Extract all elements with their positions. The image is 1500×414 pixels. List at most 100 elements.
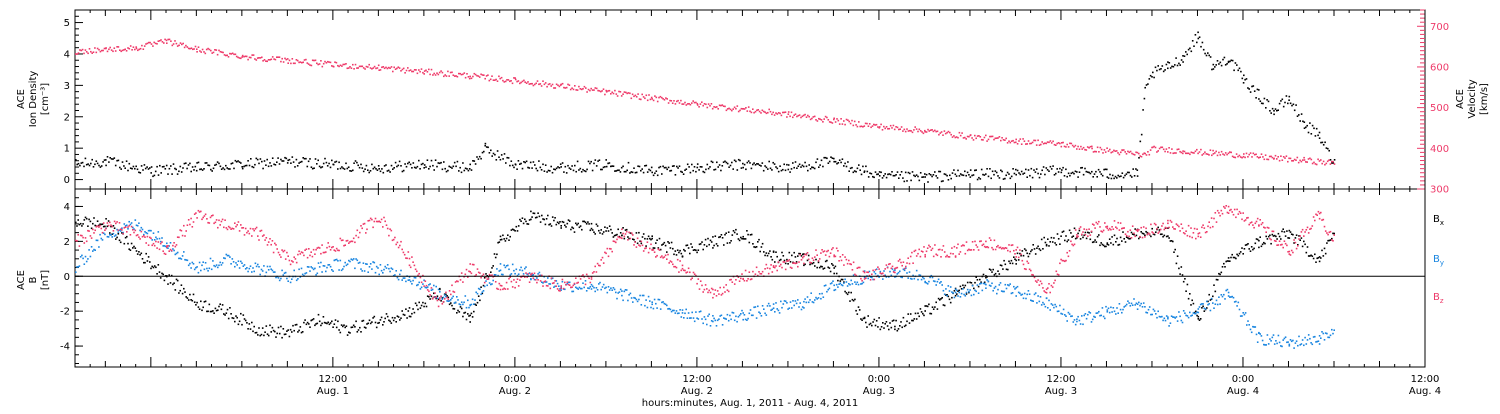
density-point [838,162,840,164]
density-point [494,154,496,156]
bz-point [221,221,223,223]
density-point [1102,175,1104,177]
density-point [1283,106,1285,108]
bz-point [577,282,579,284]
density-point [1273,114,1275,116]
density-point [533,161,535,163]
density-point [421,164,423,166]
velocity-point [926,131,928,133]
density-point [211,170,213,172]
bz-point [118,229,120,231]
velocity-point [1229,151,1231,153]
density-point [214,164,216,166]
by-point [727,314,729,316]
bz-point [167,245,169,247]
bz-point [471,273,473,275]
bz-point [91,237,93,239]
density-point [220,166,222,168]
by-point [374,262,376,264]
velocity-point [1201,154,1203,156]
velocity-point [821,119,823,121]
density-point [411,167,413,169]
by-point [929,277,931,279]
bx-point [676,254,678,256]
bx-point [75,222,77,224]
bz-point [216,219,218,221]
density-point [322,166,324,168]
by-point [638,299,640,301]
velocity-point [708,103,710,105]
by-point [537,273,539,275]
bx-point [655,242,657,244]
density-point [644,165,646,167]
velocity-point [342,64,344,66]
velocity-point [512,83,514,85]
by-point [1154,310,1156,312]
velocity-point [506,79,508,81]
by-point [75,271,77,273]
by-point [1107,309,1109,311]
density-point [75,159,77,161]
density-point [559,167,561,169]
by-point [909,271,911,273]
density-point [1094,173,1096,175]
by-point [198,272,200,274]
velocity-point [1292,160,1294,162]
bx-point [691,246,693,248]
by-point [1218,296,1220,298]
density-point [1200,46,1202,48]
density-point [1124,175,1126,177]
bx-point [1292,234,1294,236]
velocity-point [1109,149,1111,151]
by-point [1273,334,1275,336]
bx-point [382,324,384,326]
bx-point [540,221,542,223]
velocity-point [162,41,164,43]
velocity-point [1172,153,1174,155]
velocity-point [545,82,547,84]
by-point [286,278,288,280]
velocity-point [1104,149,1106,151]
bz-point [239,230,241,232]
density-point [506,157,508,159]
by-point [183,251,185,253]
density-point [788,164,790,166]
bz-point [545,280,547,282]
velocity-point [355,64,357,66]
bx-point [842,279,844,281]
density-point [992,171,994,173]
by-point [847,285,849,287]
velocity-point [1218,152,1220,154]
bx-point [249,323,251,325]
by-point [378,274,380,276]
velocity-point [1149,154,1151,156]
bx-point [1312,255,1314,257]
by-point [778,310,780,312]
velocity-point [1024,140,1026,142]
by-point [404,277,406,279]
by-point [898,272,900,274]
by-point [1045,306,1047,308]
density-point [789,171,791,173]
density-point [1327,148,1329,150]
bx-point [1229,260,1231,262]
density-point [767,168,769,170]
density-point [1112,175,1114,177]
bx-point [256,332,258,334]
bx-point [1282,228,1284,230]
by-point [1221,294,1223,296]
by-point [342,268,344,270]
density-point [720,170,722,172]
bx-point [781,252,783,254]
density-point [1081,167,1083,169]
bz-point [534,273,536,275]
velocity-point [800,117,802,119]
velocity-point [614,90,616,92]
by-point [1079,320,1081,322]
by-point [444,294,446,296]
bx-point [477,302,479,304]
by-point [871,277,873,279]
bx-point [1107,242,1109,244]
bx-point [257,334,259,336]
bx-point [1198,316,1200,318]
